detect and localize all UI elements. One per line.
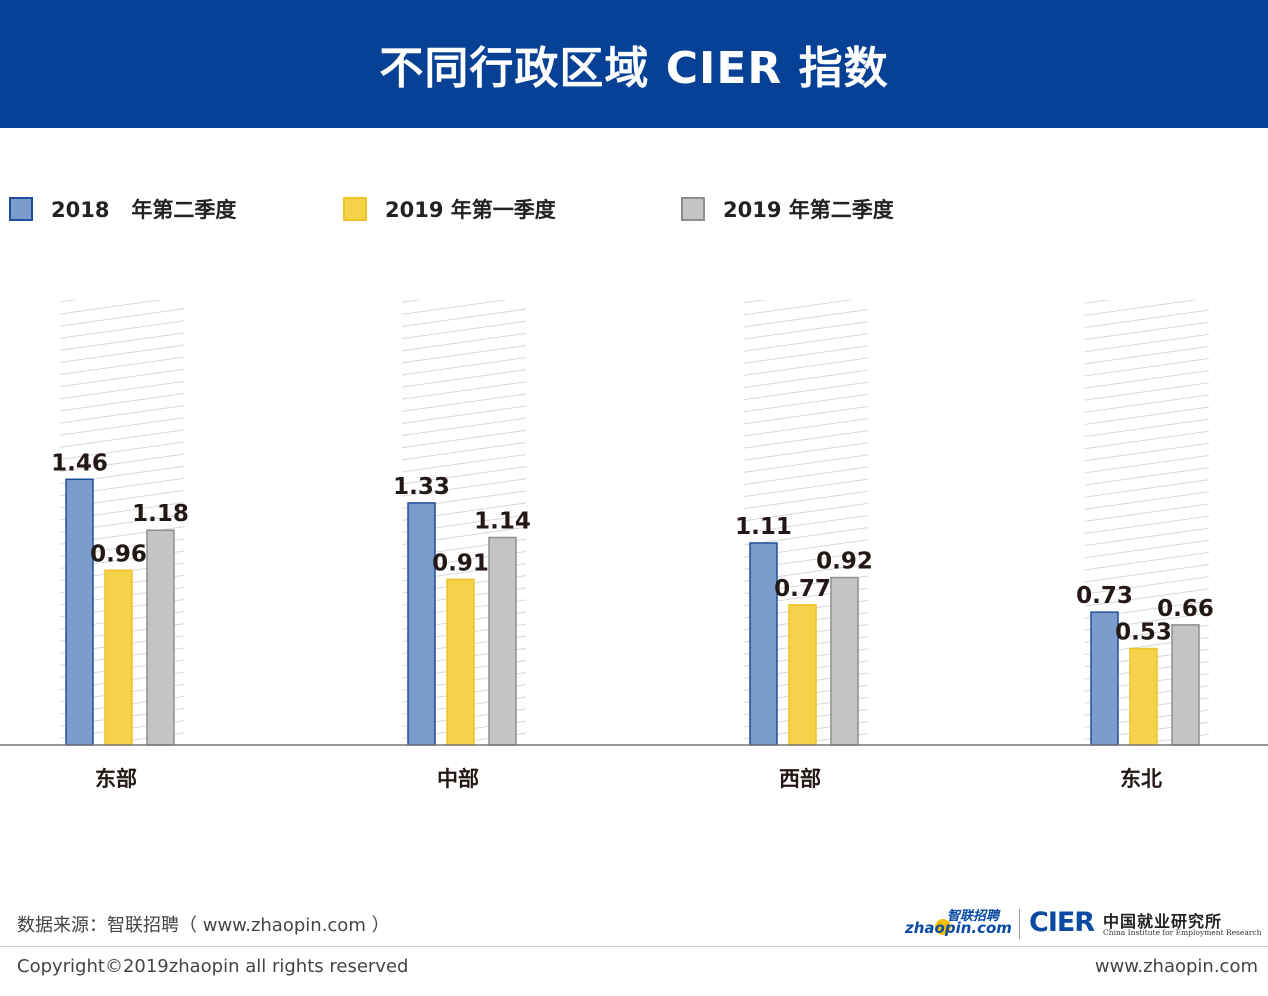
data-source-note: 数据来源：智联招聘（ www.zhaopin.com ） <box>17 915 390 936</box>
bar-2018q2 <box>65 478 94 746</box>
cier-logo-cn: 中国就业研究所 <box>1103 912 1223 931</box>
bar-2019q1 <box>788 604 817 746</box>
data-label: 1.46 <box>51 450 108 476</box>
logo-area: 智联招聘 zhaopin.com CIER 中国就业研究所 China Inst… <box>905 905 1265 943</box>
legend-label-2019q1: 2019 年第一季度 <box>385 198 556 222</box>
bar-2019q2 <box>146 529 175 746</box>
data-label: 0.73 <box>1076 583 1133 609</box>
legend-swatch-2019q1 <box>343 197 367 221</box>
bar-2019q1 <box>104 569 133 746</box>
data-label: 0.96 <box>90 541 147 567</box>
bar-2019q1 <box>1129 647 1158 746</box>
legend-swatch-2018q2 <box>9 197 33 221</box>
bar-2019q2 <box>830 576 859 746</box>
bar-2019q2 <box>1171 624 1200 746</box>
zhaopin-logo-dot <box>935 919 951 935</box>
hatched-backgrounds <box>60 300 1209 745</box>
category-label: 东部 <box>95 767 137 791</box>
data-label: 0.77 <box>774 576 831 602</box>
legend-item-2019q2: 2019 年第二季度 <box>681 194 894 224</box>
legend-label-2018q2: 2018 年第二季度 <box>51 198 237 222</box>
data-label: 1.11 <box>735 514 792 540</box>
data-label: 1.33 <box>393 474 450 500</box>
legend-label-2019q2: 2019 年第二季度 <box>723 198 894 222</box>
legend-item-2018q2: 2018 年第二季度 <box>9 194 236 224</box>
category-label: 东北 <box>1120 767 1162 791</box>
bar-2019q1 <box>446 578 475 746</box>
logo-divider <box>1019 909 1020 939</box>
bar-2018q2 <box>1090 611 1119 746</box>
footer-divider <box>0 946 1268 947</box>
category-label: 西部 <box>779 767 821 791</box>
value-labels: 1.46 0.96 1.18 1.33 0.91 1.14 1.11 0.770.92 0.73… <box>51 450 1214 645</box>
data-label: 0.66 <box>1157 596 1214 622</box>
bar-2018q2 <box>407 502 436 746</box>
page-title: 不同行政区域 CIER 指数 <box>379 43 889 94</box>
data-label: 0.91 <box>432 550 489 576</box>
data-label: 0.92 <box>816 549 873 575</box>
zhaopin-logo-en: zhaopin.com <box>905 919 1012 937</box>
bar-chart: 1.46 0.96 1.18 1.33 0.91 1.14 1.11 0.770.92 0.73… <box>0 300 1268 791</box>
copyright-text: Copyright©2019zhaopin all rights reserve… <box>17 956 409 977</box>
category-labels: 东部 中部 西部 东北 <box>95 767 1162 791</box>
zhaopin-logo: 智联招聘 zhaopin.com <box>905 905 1013 941</box>
data-label: 0.53 <box>1115 620 1172 646</box>
legend-item-2019q1: 2019 年第一季度 <box>343 194 556 224</box>
legend-swatch-2019q2 <box>681 197 705 221</box>
data-label: 1.18 <box>132 501 189 527</box>
website-link[interactable]: www.zhaopin.com <box>1094 956 1258 977</box>
bars <box>65 478 1200 746</box>
bar-2018q2 <box>749 542 778 746</box>
chart-legend: 2018 年第二季度 2019 年第一季度 2019 年第二季度 <box>0 194 1268 228</box>
category-label: 中部 <box>437 767 479 791</box>
bar-2019q2 <box>488 536 517 746</box>
cier-logo-text: CIER <box>1029 907 1095 938</box>
zhaopin-logo-cn: 智联招聘 <box>947 909 1000 924</box>
data-label: 1.14 <box>474 509 531 535</box>
cier-logo-en: China Institute for Employment Research <box>1103 928 1262 937</box>
title-banner: 不同行政区域 CIER 指数 <box>0 0 1268 128</box>
